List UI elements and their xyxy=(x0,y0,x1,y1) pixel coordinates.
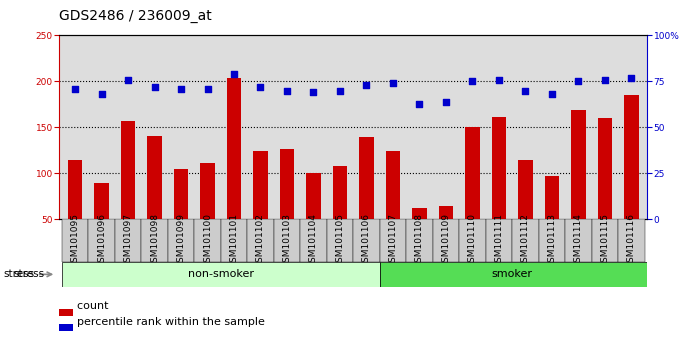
Bar xyxy=(68,160,82,219)
Text: GSM101104: GSM101104 xyxy=(309,213,318,268)
Point xyxy=(202,86,213,92)
Point xyxy=(388,80,399,86)
Text: GSM101110: GSM101110 xyxy=(468,213,477,268)
FancyBboxPatch shape xyxy=(353,219,380,262)
FancyBboxPatch shape xyxy=(141,219,168,262)
Point xyxy=(96,91,107,97)
Bar xyxy=(624,95,639,219)
Text: GSM101101: GSM101101 xyxy=(230,213,239,268)
FancyBboxPatch shape xyxy=(433,219,459,262)
Point xyxy=(546,91,557,97)
Point xyxy=(361,82,372,88)
Text: GDS2486 / 236009_at: GDS2486 / 236009_at xyxy=(59,9,212,23)
Bar xyxy=(94,183,109,219)
FancyBboxPatch shape xyxy=(565,219,592,262)
FancyBboxPatch shape xyxy=(115,219,141,262)
Text: GSM101108: GSM101108 xyxy=(415,213,424,268)
Point xyxy=(281,88,292,93)
Text: GSM101109: GSM101109 xyxy=(441,213,450,268)
FancyBboxPatch shape xyxy=(486,219,512,262)
FancyBboxPatch shape xyxy=(194,219,221,262)
Text: GSM101107: GSM101107 xyxy=(388,213,397,268)
Bar xyxy=(438,206,453,219)
Point xyxy=(573,79,584,84)
Bar xyxy=(148,136,161,219)
FancyBboxPatch shape xyxy=(300,219,326,262)
Bar xyxy=(386,152,400,219)
Text: GSM101097: GSM101097 xyxy=(123,213,132,268)
Text: stress: stress xyxy=(14,269,45,279)
FancyBboxPatch shape xyxy=(380,262,658,287)
Bar xyxy=(518,160,532,219)
FancyBboxPatch shape xyxy=(62,262,380,287)
Bar xyxy=(545,176,559,219)
Bar xyxy=(359,137,374,219)
Point xyxy=(334,88,345,93)
Text: GSM101105: GSM101105 xyxy=(335,213,345,268)
Bar xyxy=(465,127,480,219)
Bar xyxy=(306,172,321,219)
FancyBboxPatch shape xyxy=(88,219,115,262)
Text: GSM101103: GSM101103 xyxy=(283,213,292,268)
Bar xyxy=(174,169,189,219)
Bar xyxy=(598,118,612,219)
Text: count: count xyxy=(70,301,108,311)
Bar xyxy=(120,121,135,219)
Text: GSM101115: GSM101115 xyxy=(601,213,610,268)
Bar xyxy=(491,117,506,219)
Point xyxy=(520,88,531,93)
Point xyxy=(228,71,239,77)
Text: GSM101113: GSM101113 xyxy=(548,213,556,268)
Text: GSM101106: GSM101106 xyxy=(362,213,371,268)
Point xyxy=(122,77,134,82)
Text: GSM101098: GSM101098 xyxy=(150,213,159,268)
FancyBboxPatch shape xyxy=(168,219,194,262)
Point xyxy=(149,84,160,90)
Text: GSM101116: GSM101116 xyxy=(627,213,636,268)
FancyBboxPatch shape xyxy=(512,219,539,262)
Text: percentile rank within the sample: percentile rank within the sample xyxy=(70,317,264,327)
Point xyxy=(414,101,425,106)
Text: GSM101095: GSM101095 xyxy=(70,213,79,268)
Text: GSM101114: GSM101114 xyxy=(574,213,583,268)
FancyBboxPatch shape xyxy=(247,219,274,262)
Text: GSM101112: GSM101112 xyxy=(521,213,530,268)
Bar xyxy=(200,163,215,219)
Bar xyxy=(280,149,294,219)
Bar xyxy=(59,324,73,331)
Point xyxy=(175,86,187,92)
Text: GSM101099: GSM101099 xyxy=(177,213,186,268)
Text: GSM101100: GSM101100 xyxy=(203,213,212,268)
Point xyxy=(255,84,266,90)
FancyBboxPatch shape xyxy=(221,219,247,262)
Point xyxy=(308,90,319,95)
Point xyxy=(70,86,81,92)
Bar xyxy=(333,166,347,219)
FancyBboxPatch shape xyxy=(62,219,88,262)
Point xyxy=(441,99,452,104)
FancyBboxPatch shape xyxy=(459,219,486,262)
Text: GSM101111: GSM101111 xyxy=(494,213,503,268)
Point xyxy=(599,77,610,82)
Bar xyxy=(59,309,73,316)
Bar xyxy=(253,152,268,219)
Text: non-smoker: non-smoker xyxy=(188,269,254,279)
FancyBboxPatch shape xyxy=(592,219,618,262)
Text: GSM101102: GSM101102 xyxy=(256,213,265,268)
FancyBboxPatch shape xyxy=(326,219,353,262)
Text: stress: stress xyxy=(3,269,34,279)
Bar xyxy=(412,209,427,219)
Point xyxy=(467,79,478,84)
FancyBboxPatch shape xyxy=(406,219,433,262)
FancyBboxPatch shape xyxy=(380,219,406,262)
FancyBboxPatch shape xyxy=(274,219,300,262)
FancyBboxPatch shape xyxy=(539,219,565,262)
Bar xyxy=(571,110,586,219)
FancyBboxPatch shape xyxy=(618,219,644,262)
Bar xyxy=(227,78,242,219)
Point xyxy=(626,75,637,81)
Text: smoker: smoker xyxy=(491,269,532,279)
Text: GSM101096: GSM101096 xyxy=(97,213,106,268)
Point xyxy=(493,77,505,82)
